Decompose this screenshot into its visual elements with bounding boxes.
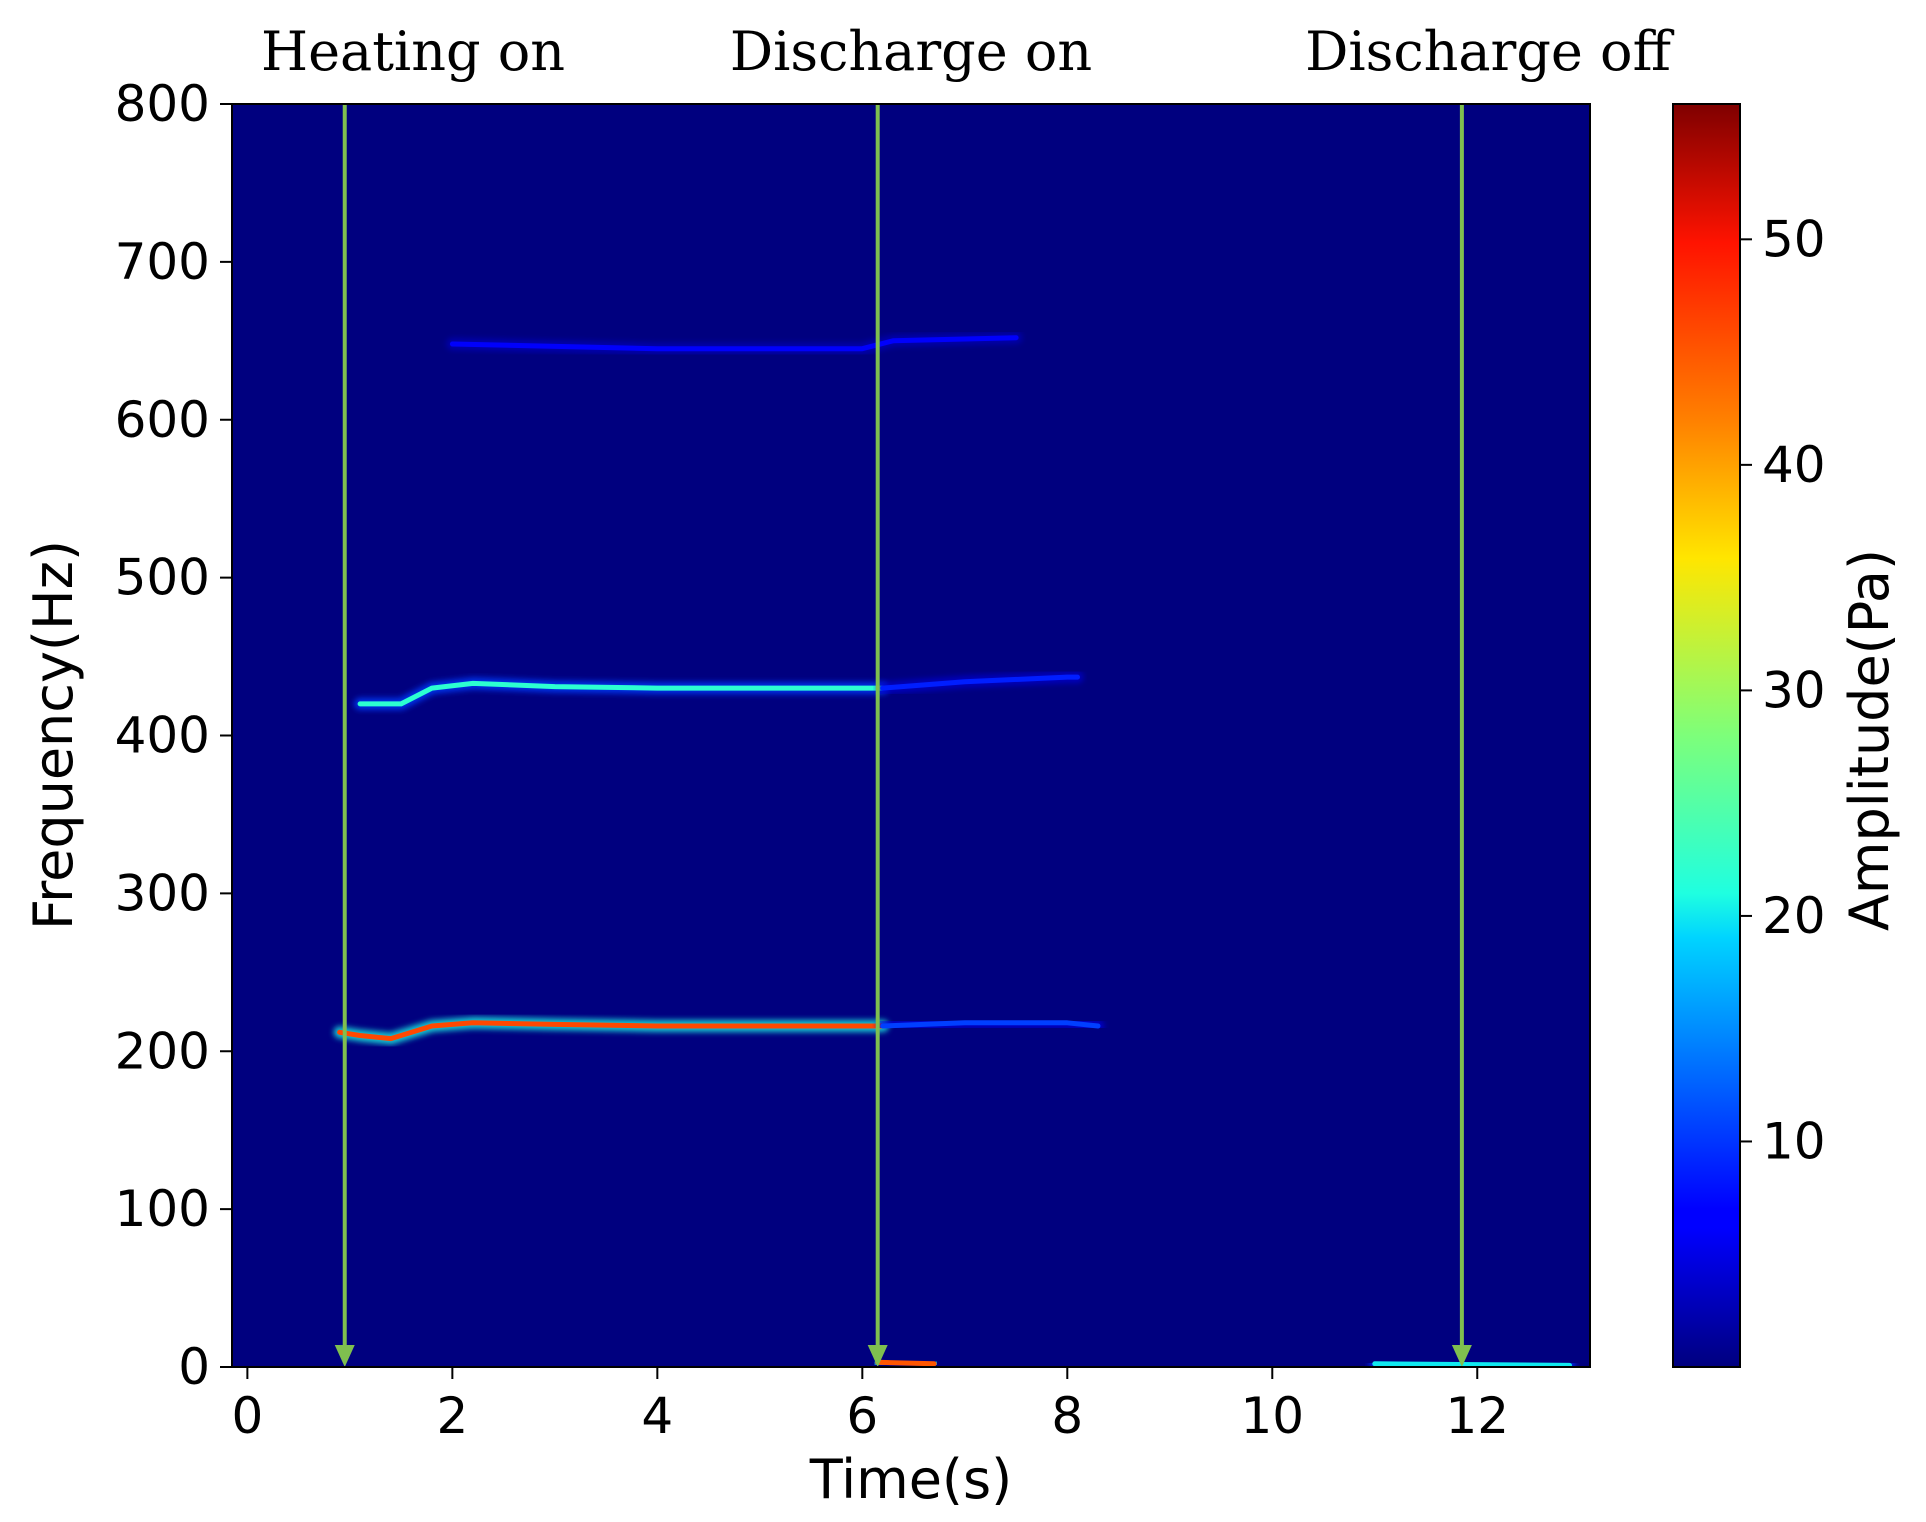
band-fundamental [333,1016,889,1045]
y-axis-title: Frequency(Hz) [22,540,85,930]
y-tick-label: 600 [115,391,210,449]
event-marker-0 [334,104,355,1367]
x-tick-label: 2 [436,1387,468,1445]
y-tick-label: 300 [115,864,210,922]
y-tick-label: 400 [115,707,210,765]
colorbar-ticks: 10 20 30 40 50 [1740,210,1826,1170]
band-line [1372,1361,1572,1367]
heatmap-background [232,104,1590,1367]
event-label-2: Discharge off [1305,20,1675,83]
y-tick-label: 100 [115,1180,210,1238]
x-axis: 0 2 4 6 8 10 12 [231,1367,1509,1445]
x-tick-label: 10 [1240,1387,1304,1445]
event-label-0: Heating on [261,20,565,83]
x-tick-label: 4 [641,1387,673,1445]
y-tick-label: 200 [115,1022,210,1080]
event-arrowhead [867,1345,888,1367]
band-line [875,1359,937,1367]
event-arrowhead [334,1345,355,1367]
band-line [449,335,1019,352]
y-tick-label: 700 [115,233,210,291]
event-markers [334,104,1472,1367]
plot-area [231,103,1591,1368]
band-second-harmonic [354,677,889,710]
y-tick-label: 0 [178,1338,210,1396]
band-line [337,1020,886,1042]
y-tick-label: 800 [115,75,210,133]
colorbar-tick-label: 20 [1762,887,1826,945]
colorbar-tick-label: 10 [1762,1112,1826,1170]
event-annotations: Heating on Discharge on Discharge off [261,20,1675,83]
colorbar: 10 20 30 40 50 Amplitude(Pa) [1672,103,1901,1368]
band-line [880,1020,1101,1029]
band-line [880,674,1080,691]
event-marker-1 [867,104,888,1367]
band-third-harmonic [446,331,1023,355]
colorbar-tick-label: 40 [1762,436,1826,494]
event-label-1: Discharge on [730,20,1092,83]
colorbar-title: Amplitude(Pa) [1838,549,1901,931]
band-low-band-end [1368,1357,1576,1367]
event-marker-2 [1451,104,1472,1367]
event-arrowhead [1451,1345,1472,1367]
x-axis-title: Time(s) [809,1448,1012,1511]
x-tick-label: 0 [231,1387,263,1445]
x-tick-label: 12 [1445,1387,1509,1445]
frequency-bands [333,331,1576,1367]
x-tick-label: 6 [846,1387,878,1445]
band-second-harmonic-tail [876,671,1084,695]
band-fundamental-tail [876,1016,1104,1032]
colorbar-tick-label: 50 [1762,210,1826,268]
band-line [357,680,886,707]
colorbar-gradient [1672,103,1741,1368]
band-low-band [871,1356,941,1367]
y-tick-label: 500 [115,549,210,607]
x-tick-label: 8 [1051,1387,1083,1445]
y-axis: 0 100 200 300 400 500 600 700 800 [115,75,232,1396]
colorbar-tick-label: 30 [1762,661,1826,719]
